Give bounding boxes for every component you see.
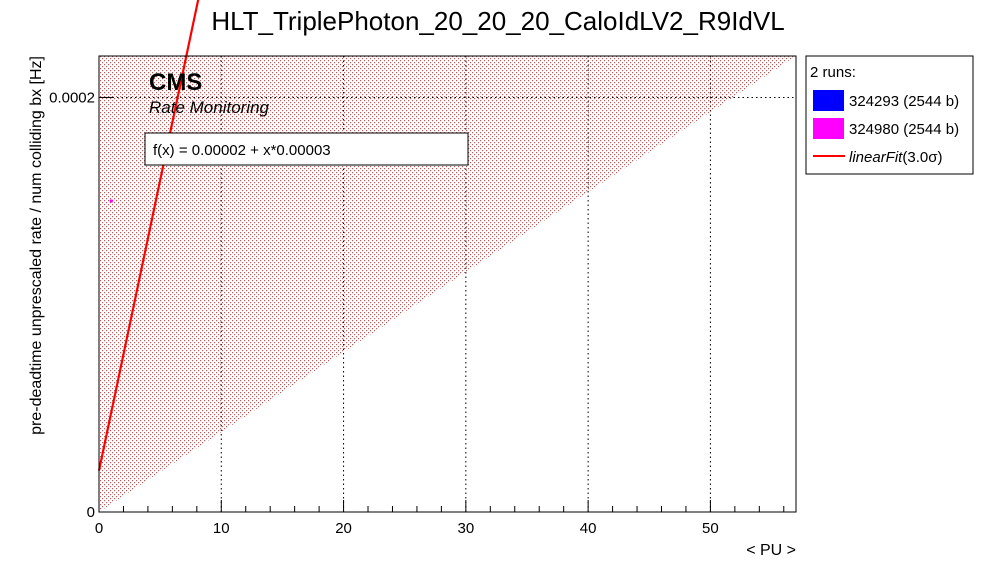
legend-fit-sigma: (3.0σ) [902, 149, 942, 166]
legend-swatch-run-324293 [813, 90, 844, 111]
legend-label-run-324980: 324980 (2544 b) [849, 121, 959, 138]
y-axis-title: pre-deadtime unprescaled rate / num coll… [28, 56, 45, 435]
cms-label: CMS [149, 69, 202, 96]
x-axis-ticks: 0 10 20 30 40 50 [95, 500, 785, 537]
y-tick-label: 0 [87, 504, 95, 521]
x-tick-label: 20 [335, 520, 352, 537]
point-run-324980 [109, 199, 113, 203]
legend-header: 2 runs: [810, 64, 856, 81]
legend: 2 runs: 324293 (2544 b) 324980 (2544 b) … [805, 55, 974, 175]
fit-formula-text: f(x) = 0.00002 + x*0.00003 [153, 142, 331, 159]
rate-monitoring-label: Rate Monitoring [149, 98, 270, 117]
fit-uncertainty-band [99, 56, 796, 512]
fit-formula-box [144, 132, 469, 166]
x-axis-title: < PU > [746, 542, 796, 559]
legend-box [805, 55, 974, 175]
data-points [109, 199, 113, 203]
x-tick-label: 40 [580, 520, 597, 537]
y-tick-label: 0.0002 [49, 89, 95, 106]
x-tick-label: 30 [457, 520, 474, 537]
plot-frame [98, 55, 797, 513]
x-tick-label: 50 [702, 520, 719, 537]
x-tick-label: 10 [213, 520, 230, 537]
legend-fit-name: linearFit [849, 149, 903, 166]
legend-swatch-run-324980 [813, 118, 844, 139]
x-tick-label: 0 [95, 520, 103, 537]
y-axis-ticks: 00.00020.00040.00060.00080.0010.00120.00… [49, 89, 113, 521]
legend-label-run-324293: 324293 (2544 b) [849, 93, 959, 110]
legend-label-linear-fit: linearFit(3.0σ) [849, 149, 942, 166]
chart-title: HLT_TriplePhoton_20_20_20_CaloIdLV2_R9Id… [211, 6, 784, 36]
